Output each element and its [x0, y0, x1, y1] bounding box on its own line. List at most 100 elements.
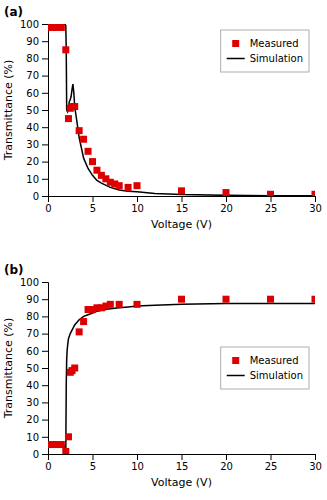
x-tick: 0	[45, 454, 51, 472]
y-tick-mark	[42, 162, 48, 163]
data-point	[267, 191, 274, 196]
y-tick-label: 40	[26, 122, 39, 133]
y-tick-mark	[42, 58, 48, 59]
legend-symbol	[227, 375, 245, 377]
x-tick-label: 25	[265, 203, 278, 214]
y-tick-label: 80	[26, 53, 39, 64]
x-tick-mark	[315, 196, 316, 202]
y-tick-mark	[42, 93, 48, 94]
x-tick: 15	[176, 454, 189, 472]
data-point	[80, 318, 87, 325]
y-axis-title: Transmittance (%)	[2, 318, 15, 420]
y-tick-mark	[42, 454, 48, 455]
series-line	[48, 304, 315, 453]
y-tick-label: 0	[33, 449, 39, 460]
legend-box	[221, 30, 309, 72]
y-tick-label: 100	[20, 277, 39, 288]
y-tick: 100	[20, 277, 48, 288]
y-axis: 0102030405060708090100	[20, 277, 49, 460]
x-tick-mark	[137, 454, 138, 460]
y-tick: 0	[33, 449, 48, 460]
y-tick: 60	[26, 346, 48, 357]
data-point	[65, 115, 72, 122]
panel-title: (b)	[4, 263, 24, 277]
y-tick-mark	[42, 41, 48, 42]
x-tick: 10	[131, 454, 144, 472]
legend-label: Simulation	[250, 53, 303, 64]
data-point	[134, 301, 141, 308]
y-tick-mark	[42, 316, 48, 317]
y-tick-mark	[42, 334, 48, 335]
y-tick-mark	[42, 196, 48, 197]
x-tick-label: 0	[45, 461, 51, 472]
x-tick: 25	[265, 454, 278, 472]
y-tick: 40	[26, 380, 48, 391]
x-tick-label: 30	[309, 203, 322, 214]
y-tick-label: 100	[20, 19, 39, 30]
y-tick-label: 0	[33, 191, 39, 202]
series-line	[48, 25, 315, 196]
y-tick: 30	[26, 397, 48, 408]
x-tick-label: 10	[131, 203, 144, 214]
y-tick-mark	[42, 437, 48, 438]
y-tick: 80	[26, 311, 48, 322]
y-tick-label: 70	[26, 328, 39, 339]
data-point	[116, 301, 123, 308]
y-tick-mark	[42, 299, 48, 300]
data-point	[62, 448, 69, 454]
panel: 0510152025300102030405060708090100Voltag…	[2, 5, 322, 231]
x-tick-mark	[182, 454, 183, 460]
data-point	[71, 103, 78, 110]
y-tick-label: 90	[26, 36, 39, 47]
y-tick-mark	[42, 24, 48, 25]
y-tick-mark	[42, 420, 48, 421]
y-tick: 0	[33, 191, 48, 202]
y-tick-mark	[42, 385, 48, 386]
y-tick: 80	[26, 53, 48, 64]
y-tick: 70	[26, 328, 48, 339]
data-point	[312, 296, 316, 303]
y-tick-mark	[42, 402, 48, 403]
legend: MeasuredSimulation	[221, 347, 309, 389]
y-tick: 20	[26, 414, 48, 425]
legend-symbol	[227, 58, 245, 60]
data-point	[62, 46, 69, 53]
data-point	[76, 127, 83, 134]
x-tick-mark	[315, 454, 316, 460]
data-point	[116, 182, 123, 189]
legend-symbol	[232, 40, 239, 47]
x-tick: 15	[176, 196, 189, 214]
y-tick-label: 60	[26, 346, 39, 357]
y-axis-title: Transmittance (%)	[2, 60, 15, 162]
legend-box	[221, 347, 309, 389]
x-tick: 0	[45, 196, 51, 214]
data-point	[71, 365, 78, 372]
legend-symbol	[232, 357, 239, 364]
data-point	[65, 433, 72, 440]
data-point	[134, 182, 141, 189]
y-tick-label: 90	[26, 294, 39, 305]
data-point	[85, 148, 92, 155]
data-point	[223, 189, 230, 196]
x-tick-label: 10	[131, 461, 144, 472]
legend-label: Simulation	[250, 370, 303, 381]
x-tick: 20	[220, 454, 233, 472]
y-tick-label: 20	[26, 156, 39, 167]
y-tick-mark	[42, 179, 48, 180]
panel-title: (a)	[4, 5, 23, 19]
x-tick-mark	[137, 196, 138, 202]
y-tick-label: 10	[26, 174, 39, 185]
legend: MeasuredSimulation	[221, 30, 309, 72]
y-tick-label: 70	[26, 70, 39, 81]
data-point	[58, 441, 65, 448]
data-point	[89, 158, 96, 165]
x-tick-label: 30	[309, 461, 322, 472]
y-tick: 90	[26, 294, 48, 305]
y-tick-mark	[42, 351, 48, 352]
data-point	[58, 24, 65, 31]
data-point	[312, 191, 316, 196]
y-tick-mark	[42, 76, 48, 77]
x-tick: 30	[309, 454, 322, 472]
x-tick-mark	[226, 196, 227, 202]
y-tick: 60	[26, 88, 48, 99]
